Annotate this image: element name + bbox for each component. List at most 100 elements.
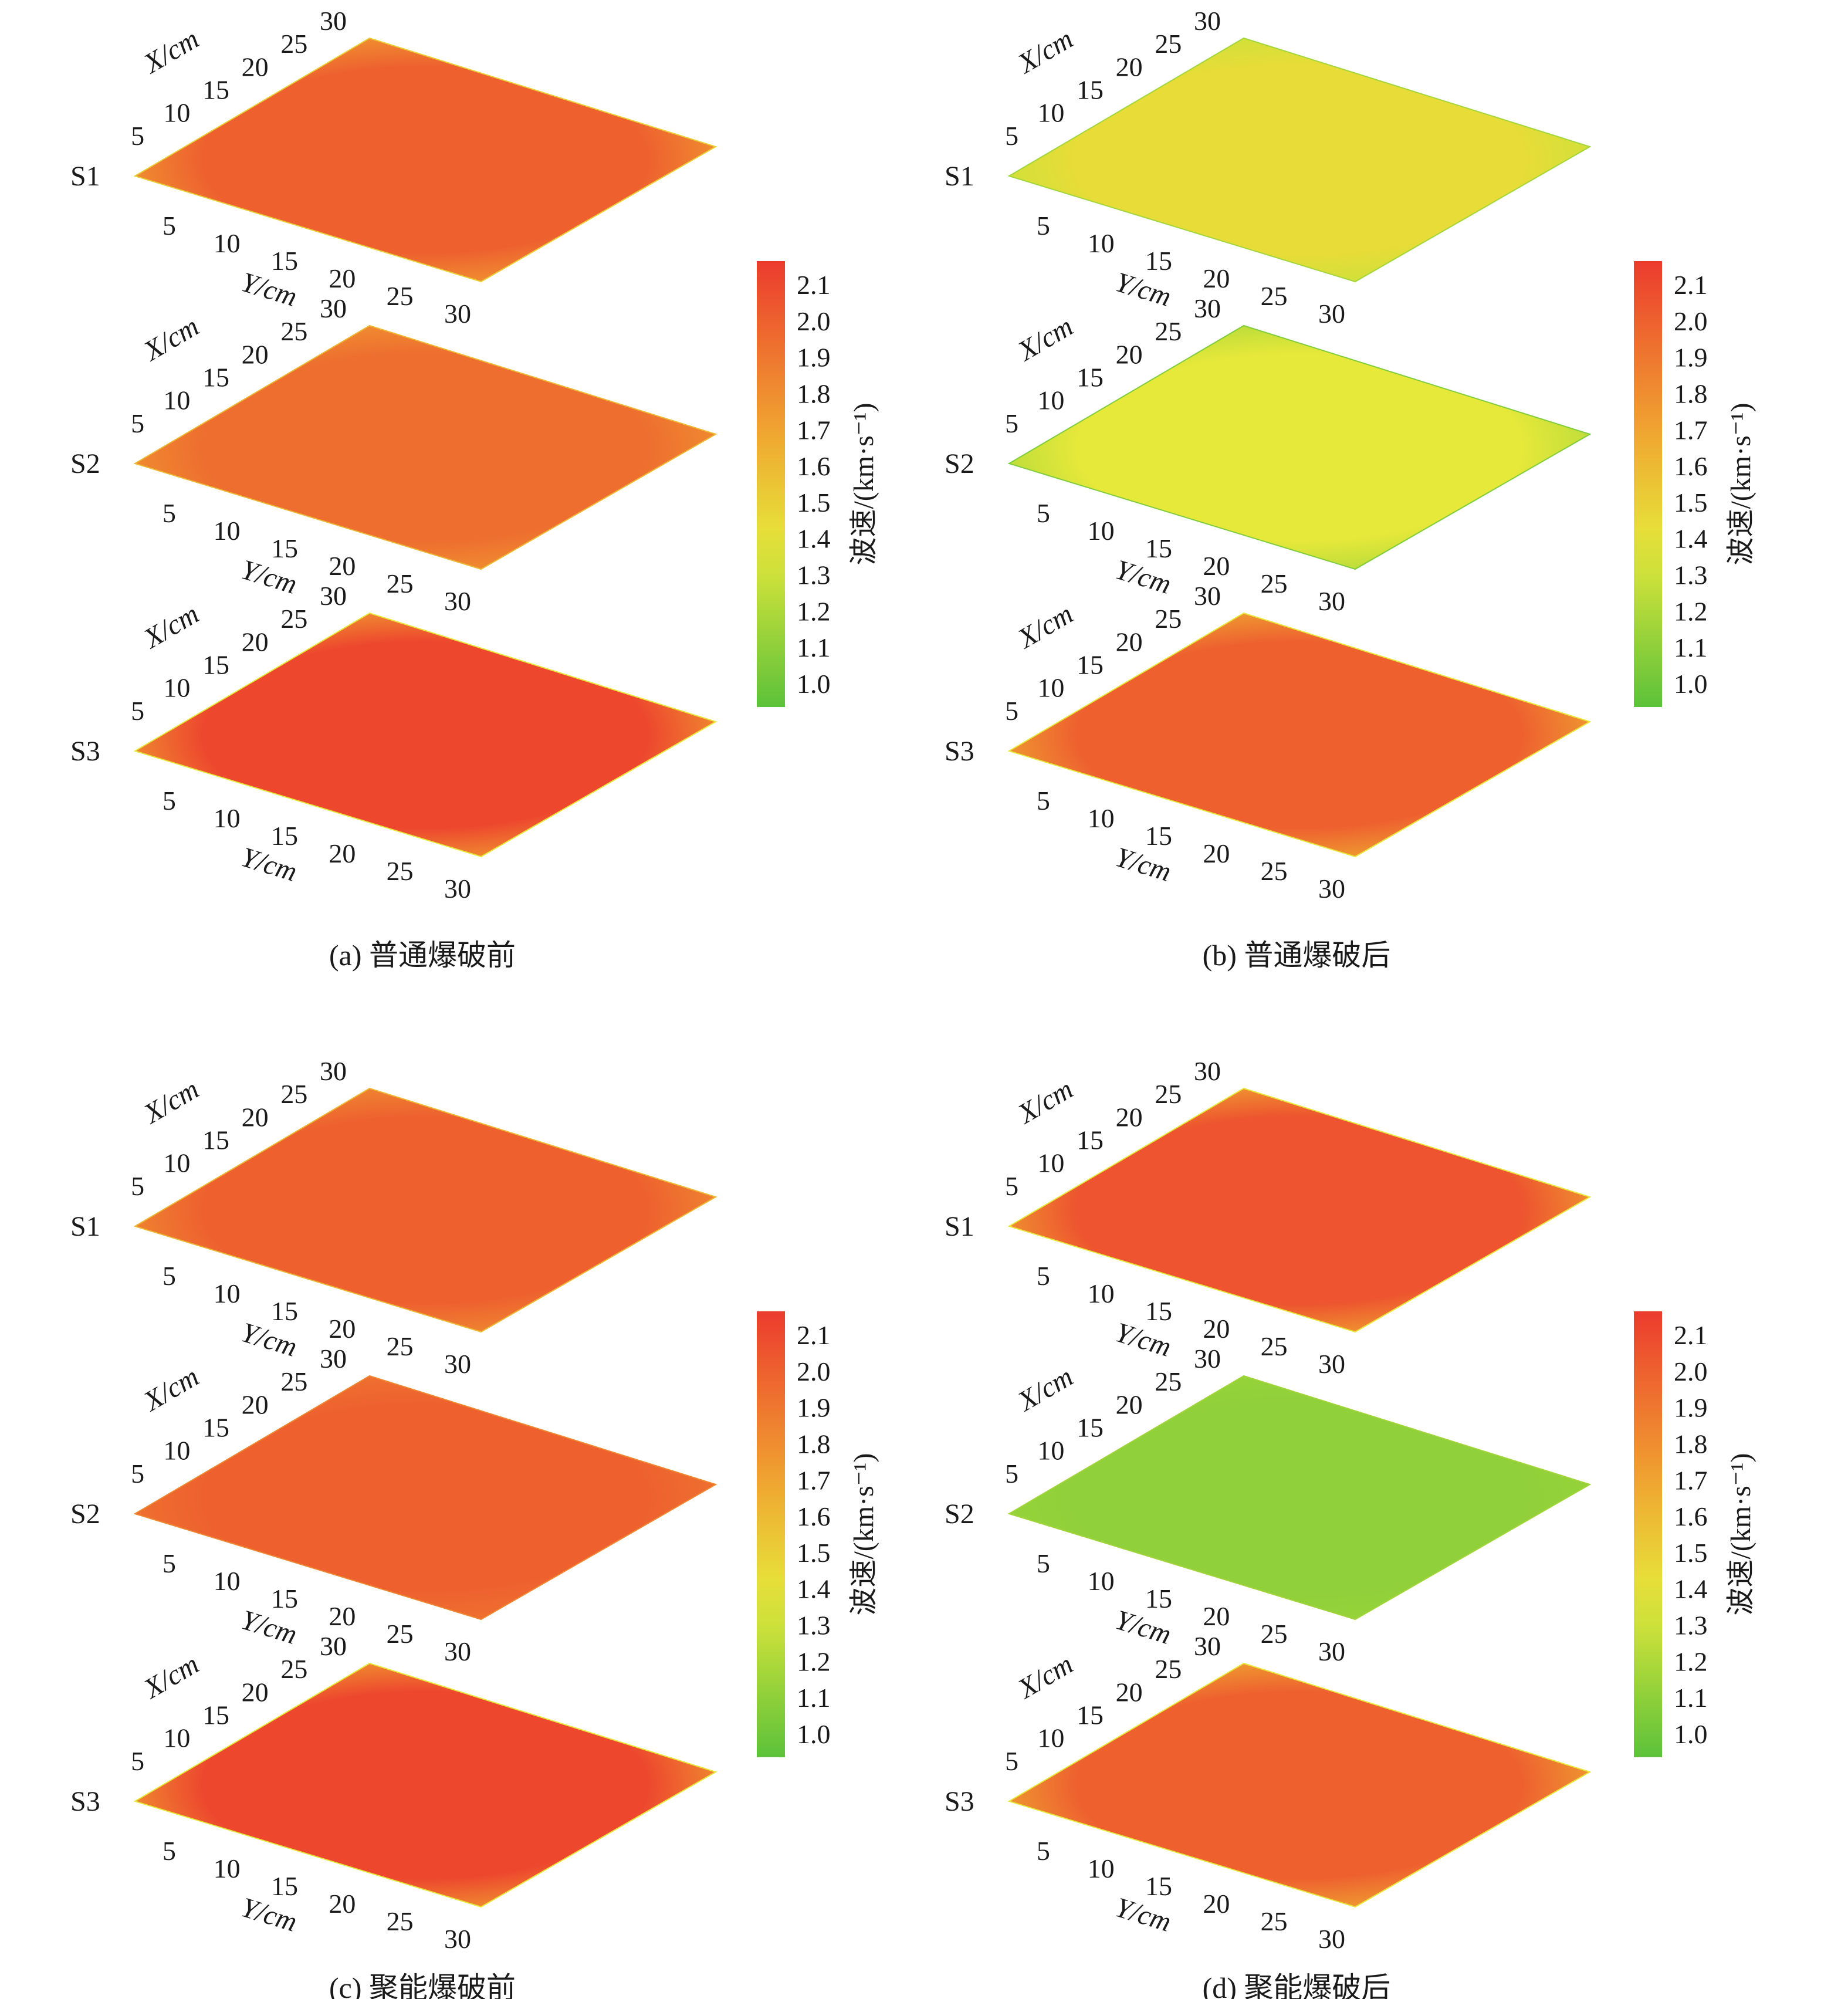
colorbar-tick-label: 1.9 — [1674, 1393, 1708, 1423]
y-tick-label: 5 — [1037, 1836, 1050, 1866]
x-tick-label: 10 — [163, 385, 190, 415]
y-tick-label: 25 — [387, 1619, 414, 1649]
x-tick-label: 25 — [280, 29, 307, 59]
heatmap-surface — [133, 37, 717, 283]
x-tick-label: 10 — [163, 673, 190, 703]
x-tick-label: 20 — [1116, 1677, 1143, 1707]
colorbar-tick-label: 1.3 — [1674, 1611, 1708, 1641]
x-tick-label: 5 — [1005, 408, 1018, 438]
x-tick-label: 5 — [1005, 1459, 1018, 1489]
colorbar-tick-label: 1.8 — [1674, 1429, 1708, 1459]
y-tick-label: 15 — [271, 1584, 298, 1614]
panel-caption: (b) 普通爆破后 — [1203, 939, 1391, 972]
colorbar-gradient — [757, 261, 785, 707]
colorbar-tick-label: 1.0 — [1674, 1719, 1708, 1749]
x-tick-label: 10 — [1037, 98, 1064, 128]
colorbar-tick-label: 1.3 — [797, 1611, 831, 1641]
section-label: S1 — [945, 161, 974, 192]
section-label: S3 — [945, 736, 974, 767]
x-tick-label: 20 — [242, 1389, 269, 1419]
x-tick-label: 10 — [1037, 1723, 1064, 1753]
y-tick-label: 25 — [1261, 1619, 1288, 1649]
colorbar-tick-label: 1.4 — [797, 524, 831, 554]
panel-caption: (d) 聚能爆破后 — [1203, 1971, 1391, 1999]
x-tick-label: 25 — [280, 1654, 307, 1684]
y-tick-label: 30 — [1318, 1636, 1345, 1666]
colorbar-label: 波速/(km·s⁻¹) — [848, 1453, 879, 1615]
y-tick-label: 15 — [1145, 1584, 1172, 1614]
y-tick-label: 5 — [163, 211, 176, 241]
colorbar-tick-label: 1.6 — [797, 1501, 831, 1531]
x-tick-label: 30 — [320, 293, 347, 323]
colorbar-tick-label: 1.0 — [1674, 669, 1708, 699]
y-tick-label: 20 — [1203, 263, 1230, 293]
y-tick-label: 10 — [214, 1278, 241, 1308]
y-tick-label: 20 — [329, 263, 356, 293]
y-tick-label: 30 — [444, 586, 471, 616]
colorbar: 1.0 1.1 1.2 1.3 1.4 1.5 1.6 1.7 1.8 1.9 2.0 2.1 波速/(… — [757, 1311, 879, 1757]
y-tick-label: 20 — [1203, 1601, 1230, 1631]
colorbar-tick-label: 1.9 — [797, 343, 831, 373]
heatmap-surface — [1007, 324, 1592, 570]
colorbar-label: 波速/(km·s⁻¹) — [848, 402, 879, 565]
x-axis-label: X/cm — [1011, 1649, 1078, 1706]
y-tick-label: 10 — [1088, 1853, 1115, 1883]
heatmap-surface — [1007, 37, 1592, 283]
x-tick-label: 30 — [320, 6, 347, 36]
y-tick-label: 10 — [214, 803, 241, 833]
y-tick-label: 25 — [387, 281, 414, 311]
section-label: S1 — [70, 161, 100, 192]
colorbar-tick-label: 2.1 — [797, 1320, 831, 1350]
y-tick-label: 10 — [1088, 1278, 1115, 1308]
y-tick-label: 5 — [1037, 498, 1050, 528]
y-tick-label: 25 — [1261, 856, 1288, 886]
y-tick-label: 25 — [1261, 569, 1288, 598]
y-tick-label: 10 — [214, 228, 241, 258]
colorbar-tick-label: 1.7 — [797, 1465, 831, 1495]
colorbar-tick-label: 1.9 — [797, 1393, 831, 1423]
y-tick-label: 30 — [444, 1349, 471, 1379]
x-tick-label: 30 — [1194, 1056, 1221, 1086]
x-tick-label: 25 — [1155, 604, 1182, 634]
y-tick-label: 20 — [329, 1889, 356, 1919]
colorbar-tick-label: 2.1 — [1674, 1320, 1708, 1350]
x-tick-label: 25 — [280, 1367, 307, 1396]
heatmap-surface — [133, 1375, 717, 1621]
colorbar-tick-label: 1.8 — [797, 1429, 831, 1459]
x-tick-label: 20 — [1116, 1102, 1143, 1132]
y-tick-label: 10 — [214, 1853, 241, 1883]
y-tick-label: 5 — [1037, 1261, 1050, 1291]
x-tick-label: 5 — [131, 1171, 144, 1201]
colorbar-tick-label: 1.5 — [797, 1538, 831, 1568]
x-tick-label: 15 — [1077, 75, 1104, 105]
colorbar-tick-label: 2.0 — [1674, 306, 1708, 336]
panel-caption: (a) 普通爆破前 — [329, 939, 516, 972]
y-tick-label: 30 — [1318, 586, 1345, 616]
colorbar-tick-label: 1.2 — [797, 1646, 831, 1676]
x-tick-label: 15 — [1077, 1125, 1104, 1155]
panel-b: S151015202530X/cm51015202530Y/cmS2510152… — [945, 6, 1756, 972]
colorbar-tick-label: 1.4 — [1674, 1574, 1708, 1604]
x-tick-label: 25 — [1155, 1654, 1182, 1684]
x-tick-label: 20 — [242, 1677, 269, 1707]
y-tick-label: 25 — [387, 1906, 414, 1936]
colorbar-tick-label: 1.0 — [797, 1719, 831, 1749]
x-tick-label: 25 — [1155, 1079, 1182, 1109]
colorbar-tick-label: 1.5 — [797, 488, 831, 517]
x-tick-label: 10 — [163, 98, 190, 128]
colorbar-tick-label: 1.6 — [1674, 451, 1708, 481]
y-tick-label: 30 — [1318, 874, 1345, 904]
y-tick-label: 30 — [444, 1924, 471, 1954]
y-tick-label: 5 — [163, 498, 176, 528]
y-tick-label: 15 — [1145, 1871, 1172, 1901]
y-tick-label: 5 — [163, 1261, 176, 1291]
x-tick-label: 15 — [202, 1700, 229, 1730]
y-tick-label: 20 — [1203, 838, 1230, 868]
